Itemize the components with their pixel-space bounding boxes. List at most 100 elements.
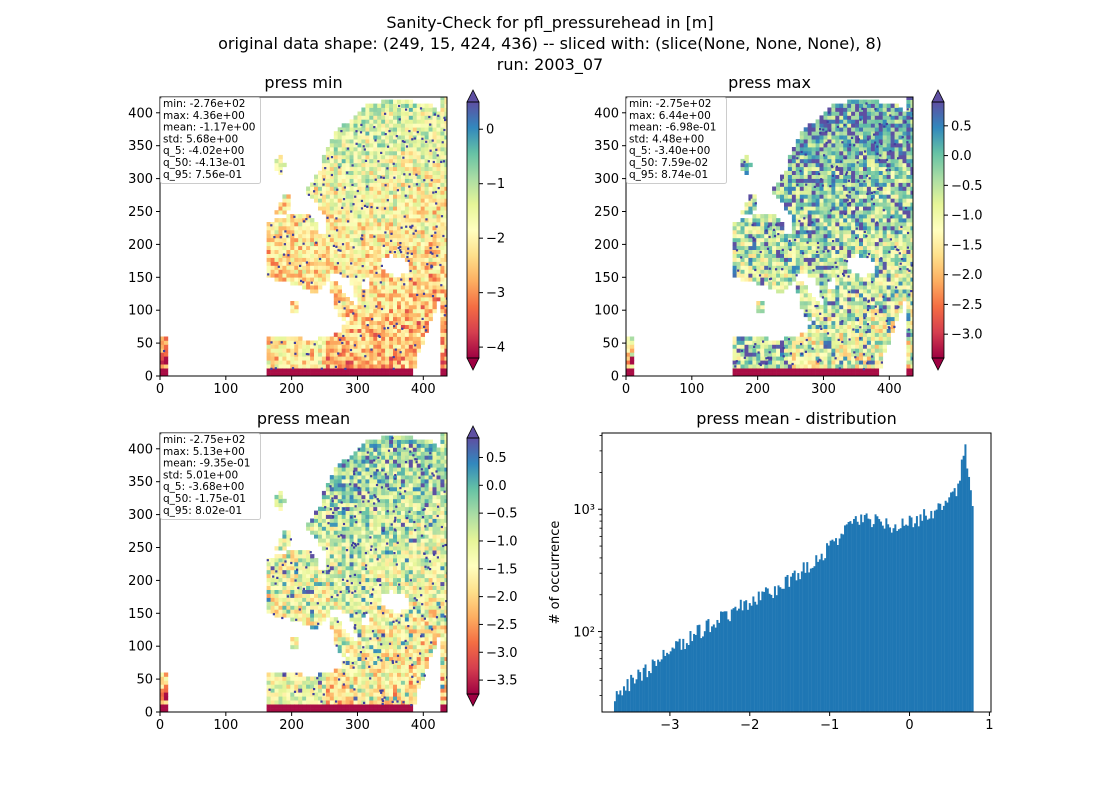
histogram-bar — [971, 506, 974, 712]
histogram-bar — [905, 524, 908, 712]
press-mean-colorbar-extend-max — [466, 425, 480, 439]
histogram-bar — [870, 527, 873, 712]
histogram-bar — [667, 654, 670, 712]
histogram-bar — [892, 528, 895, 712]
histogram-bar — [763, 591, 766, 712]
histogram-bar — [946, 502, 949, 712]
histogram-bar — [831, 539, 834, 712]
press-min-ytick-label: 350 — [128, 139, 153, 154]
histogram-bar — [822, 560, 825, 712]
histogram-bar — [642, 667, 645, 712]
press-mean-colorbar-extend-min — [466, 693, 480, 707]
histogram-xtick-label: 1 — [985, 718, 993, 733]
histogram-bar — [910, 517, 913, 712]
histogram-bar — [653, 661, 656, 712]
press-min-ytick-label: 100 — [128, 304, 153, 319]
histogram-bar — [770, 594, 773, 712]
histogram-bar — [802, 562, 805, 712]
press-mean-ytick-label: 100 — [128, 640, 153, 655]
histogram-bar — [696, 625, 699, 712]
histogram-bar — [621, 695, 624, 712]
press-mean-stat-line: max: 5.13e+00 — [163, 446, 245, 458]
press-min-colorbar-extend-min — [466, 357, 480, 371]
histogram-bar — [764, 587, 767, 712]
press-mean-colorbar-tick-label: −1.5 — [486, 562, 518, 577]
press-mean-ytick-label: 0 — [145, 706, 153, 721]
press-min-xtick-label: 100 — [213, 382, 238, 397]
press-max-axes-frame — [625, 96, 914, 377]
press-min-stat-line: q_50: -4.13e-01 — [163, 157, 246, 169]
press-max-ytick-label: 400 — [594, 106, 619, 121]
press-mean-stat-line: q_95: 8.02e-01 — [163, 505, 242, 517]
histogram-bar — [836, 545, 839, 712]
histogram-bar — [705, 620, 708, 712]
histogram-bar — [800, 571, 803, 712]
histogram-bar — [691, 641, 694, 712]
press-mean-xtick-label: 400 — [411, 718, 436, 733]
press-max-colorbar-extend-max — [931, 89, 945, 103]
histogram-bar — [739, 599, 742, 712]
histogram-bar — [631, 677, 634, 712]
histogram-bar — [901, 518, 904, 712]
histogram-bar — [729, 621, 731, 712]
histogram-bar — [818, 559, 821, 712]
press-mean-xtick-label: 100 — [213, 718, 238, 733]
histogram-bar — [666, 652, 669, 712]
histogram-xtick-label: −2 — [740, 718, 759, 733]
histogram-bar — [743, 601, 746, 712]
histogram-bar — [669, 651, 672, 712]
press-min-ytick-label: 250 — [128, 205, 153, 220]
histogram-bar — [786, 575, 789, 712]
histogram-bar — [736, 610, 739, 712]
histogram-bar — [969, 490, 972, 712]
histogram-bar — [950, 492, 953, 712]
histogram-bar — [671, 647, 674, 712]
histogram-bar — [633, 683, 636, 712]
histogram-bar — [626, 679, 629, 712]
press-mean-ytick-label: 50 — [136, 673, 153, 688]
press-mean-axes-frame — [159, 432, 448, 713]
histogram-xtick-label: 0 — [905, 718, 913, 733]
press-min-xtick-label: 200 — [279, 382, 304, 397]
histogram-bar — [844, 525, 847, 712]
histogram-bar — [673, 648, 676, 712]
histogram-bar — [687, 645, 690, 712]
histogram-bar — [721, 611, 724, 712]
histogram-bar — [622, 686, 625, 712]
histogram-xtick-label: −1 — [820, 718, 839, 733]
histogram-bar — [921, 520, 924, 712]
press-max-stat-line: q_50: 7.59e-02 — [629, 157, 708, 169]
histogram-xtick-label: −3 — [660, 718, 679, 733]
histogram-bar — [658, 661, 661, 712]
histogram-bar — [820, 553, 823, 712]
histogram-bar — [966, 468, 969, 712]
histogram-title: press mean - distribution — [696, 409, 896, 428]
histogram-bar — [748, 603, 751, 712]
histogram-bar — [883, 528, 886, 712]
press-max-colorbar-extend-min — [931, 357, 945, 371]
press-mean-ytick-label: 350 — [128, 475, 153, 490]
histogram-bar — [613, 701, 616, 712]
press-max-xtick-label: 400 — [877, 382, 902, 397]
histogram-bar — [684, 649, 687, 712]
histogram-bar — [648, 671, 651, 712]
histogram-bar — [752, 596, 755, 712]
press-max-stat-line: min: -2.75e+02 — [629, 98, 711, 110]
press-mean-colorbar-tick-label: 0.0 — [486, 479, 507, 494]
histogram-bar — [885, 518, 888, 712]
histogram-bar — [788, 586, 791, 712]
press-mean-stat-line: mean: -9.35e-01 — [163, 458, 250, 470]
press-min-colorbar-extend-max — [466, 89, 480, 103]
press-mean-ytick-label: 200 — [128, 574, 153, 589]
press-max-colorbar-tick-label: −1.0 — [951, 209, 983, 224]
histogram-bar — [657, 659, 660, 712]
press-mean-colorbar-tick-label: −3.5 — [486, 674, 518, 689]
histogram-bar — [944, 500, 947, 712]
histogram-bar — [737, 608, 740, 712]
histogram-bar — [646, 677, 649, 712]
histogram-bar — [896, 530, 899, 712]
histogram-axes-frame — [601, 432, 992, 713]
histogram-bar — [847, 522, 850, 712]
press-min-xtick-label: 400 — [411, 382, 436, 397]
